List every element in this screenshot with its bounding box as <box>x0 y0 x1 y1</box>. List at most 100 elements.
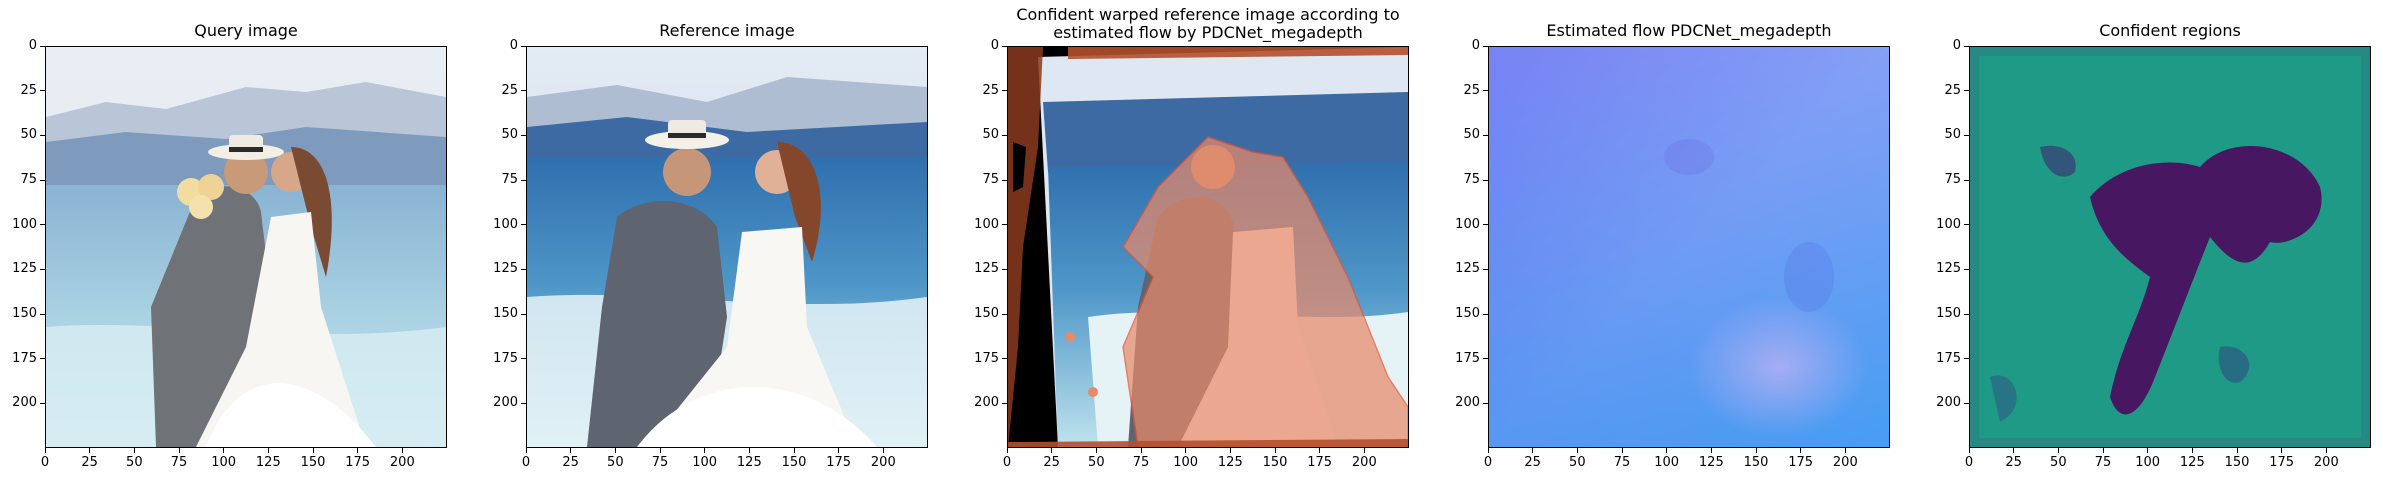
xtick-mark <box>401 448 403 453</box>
ytick-mark <box>1483 358 1488 360</box>
ytick-label: 175 <box>493 350 518 366</box>
xtick-mark <box>44 448 46 453</box>
plot-area <box>526 46 928 448</box>
panel-title: Confident regions <box>2099 21 2241 40</box>
ytick-mark <box>1964 179 1969 181</box>
ytick-mark <box>1964 358 1969 360</box>
xtick-mark <box>267 448 269 453</box>
ytick-mark <box>40 313 45 315</box>
ytick-mark <box>521 179 526 181</box>
ytick-mark <box>40 45 45 47</box>
xtick-mark <box>1051 448 1053 453</box>
xtick-mark <box>2191 448 2193 453</box>
xtick-label: 175 <box>2269 455 2295 470</box>
xtick-label: 175 <box>345 455 371 470</box>
ytick-label: 100 <box>493 216 518 232</box>
xtick-label: 150 <box>781 455 807 470</box>
ytick-label: 200 <box>12 395 37 411</box>
panel-title: Query image <box>194 21 298 40</box>
xtick-label: 25 <box>81 455 98 470</box>
xtick-label: 125 <box>1698 455 1724 470</box>
xtick-mark <box>1319 448 1321 453</box>
ytick-label: 150 <box>12 306 37 321</box>
xtick-mark <box>223 448 225 453</box>
confidence-map <box>1970 47 2370 447</box>
xtick-mark <box>312 448 314 453</box>
xtick-mark <box>1621 448 1623 453</box>
ytick-mark <box>1483 179 1488 181</box>
xtick-mark <box>1800 448 1802 453</box>
xtick-mark <box>1844 448 1846 453</box>
ytick-mark <box>521 45 526 47</box>
ytick-mark <box>1002 358 1007 360</box>
xtick-mark <box>1095 448 1097 453</box>
ytick-label: 175 <box>12 350 37 366</box>
ytick-label: 0 <box>509 38 518 53</box>
ytick-label: 200 <box>493 395 518 411</box>
ytick-mark <box>40 224 45 226</box>
plot-area <box>1488 46 1890 448</box>
panel-title: Confident warped reference image accordi… <box>1016 5 1400 42</box>
xtick-label: 125 <box>2179 455 2205 470</box>
xtick-label: 150 <box>1262 455 1288 470</box>
xtick-label: 150 <box>2224 455 2250 470</box>
ytick-mark <box>1964 268 1969 270</box>
ytick-mark <box>521 402 526 404</box>
xtick-mark <box>1274 448 1276 453</box>
ytick-mark <box>1002 402 1007 404</box>
xtick-mark <box>1140 448 1142 453</box>
ytick-mark <box>40 358 45 360</box>
xtick-mark <box>1363 448 1365 453</box>
query-photo <box>46 47 446 447</box>
xtick-mark <box>2013 448 2015 453</box>
ytick-mark <box>1964 45 1969 47</box>
ytick-mark <box>1002 45 1007 47</box>
xtick-mark <box>2057 448 2059 453</box>
xtick-label: 25 <box>2005 455 2022 470</box>
xtick-mark <box>659 448 661 453</box>
xtick-label: 25 <box>1043 455 1060 470</box>
ytick-mark <box>521 358 526 360</box>
ytick-mark <box>521 90 526 92</box>
ytick-label: 0 <box>1471 38 1480 53</box>
ytick-label: 75 <box>982 172 999 187</box>
xtick-mark <box>2147 448 2149 453</box>
xtick-label: 25 <box>562 455 579 470</box>
ytick-mark <box>521 134 526 136</box>
ytick-mark <box>1002 179 1007 181</box>
ytick-label: 150 <box>1936 306 1961 321</box>
xtick-label: 200 <box>870 455 896 470</box>
xtick-mark <box>1006 448 1008 453</box>
ytick-mark <box>1002 268 1007 270</box>
ytick-mark <box>40 90 45 92</box>
xtick-label: 125 <box>255 455 281 470</box>
ytick-mark <box>521 224 526 226</box>
ytick-mark <box>1483 224 1488 226</box>
ytick-label: 50 <box>982 127 999 143</box>
xtick-label: 125 <box>1217 455 1243 470</box>
ytick-mark <box>1483 45 1488 47</box>
ytick-label: 200 <box>974 395 999 411</box>
xtick-label: 0 <box>40 455 50 470</box>
xtick-mark <box>2281 448 2283 453</box>
ytick-label: 25 <box>1944 82 1961 98</box>
xtick-label: 75 <box>1132 455 1150 470</box>
xtick-mark <box>525 448 527 453</box>
xtick-label: 125 <box>736 455 762 470</box>
xtick-mark <box>1229 448 1231 453</box>
ytick-label: 125 <box>493 261 518 277</box>
xtick-mark <box>1710 448 1712 453</box>
panel-title: Estimated flow PDCNet_megadepth <box>1546 21 1832 40</box>
ytick-label: 25 <box>982 82 999 98</box>
xtick-mark <box>748 448 750 453</box>
xtick-label: 75 <box>170 455 188 470</box>
xtick-label: 100 <box>1654 455 1680 470</box>
ytick-label: 100 <box>1455 216 1480 232</box>
flow-field <box>1489 47 1889 447</box>
xtick-label: 200 <box>1351 455 1377 470</box>
xtick-label: 75 <box>2094 455 2112 470</box>
xtick-mark <box>614 448 616 453</box>
ytick-label: 175 <box>974 350 999 366</box>
ytick-mark <box>1002 134 1007 136</box>
ytick-mark <box>40 179 45 181</box>
